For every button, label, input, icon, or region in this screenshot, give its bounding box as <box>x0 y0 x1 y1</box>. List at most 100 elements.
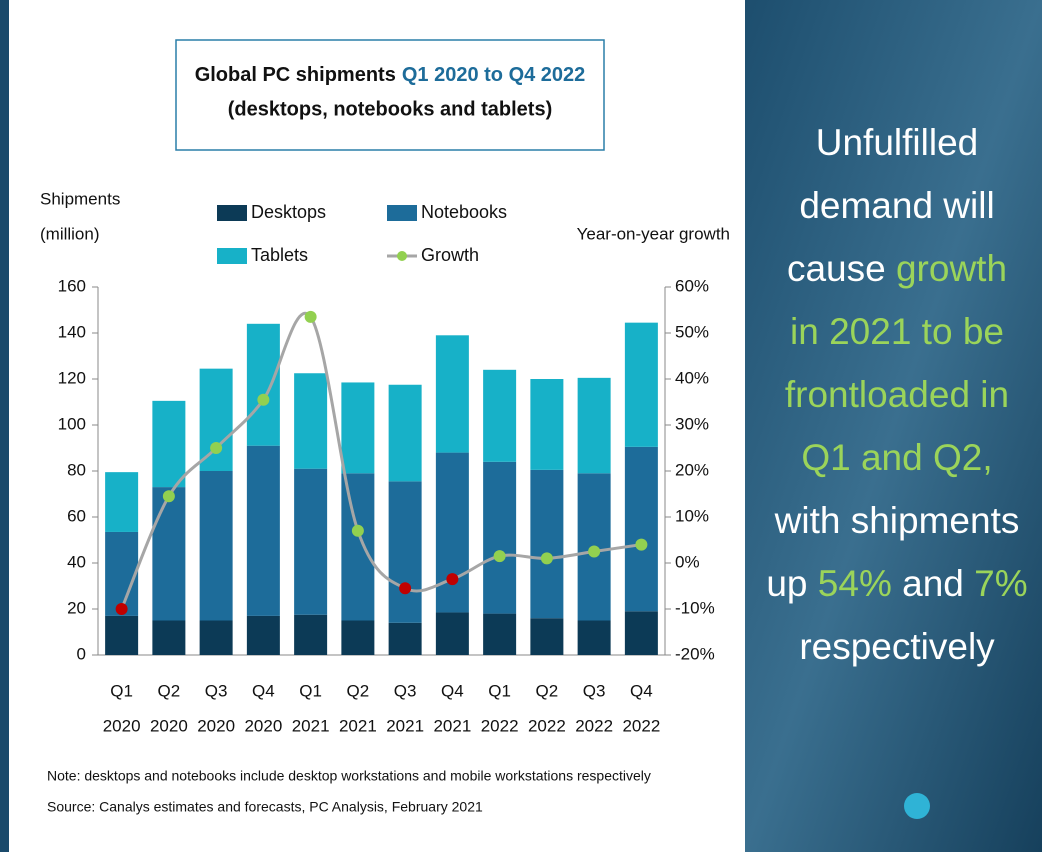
bar <box>341 473 375 621</box>
bar <box>577 620 611 655</box>
panel-text: growth <box>896 248 1007 289</box>
bar <box>294 373 328 469</box>
growth-point <box>210 442 223 454</box>
y2-tick-label: -10% <box>675 598 715 617</box>
bar <box>199 471 233 621</box>
x-tick-label: Q2 <box>347 681 370 700</box>
panel-line: respectively <box>799 626 995 667</box>
x-tick-label: Q2 <box>158 681 181 700</box>
x-tick-label: 2021 <box>433 716 471 735</box>
y-tick-label: 160 <box>58 276 86 295</box>
panel-line: Unfulfilled <box>816 122 978 163</box>
bar <box>530 469 564 619</box>
growth-point <box>304 310 317 323</box>
chart-title: Global PC shipments Q1 2020 to Q4 2022 <box>195 64 586 86</box>
x-tick-label: Q3 <box>394 681 417 700</box>
y2-tick-label: -20% <box>675 644 715 663</box>
y2-tick-label: 0% <box>675 552 700 571</box>
bar <box>388 481 422 623</box>
x-tick-label: 2021 <box>292 716 330 735</box>
panel-text: and <box>892 563 974 604</box>
y-axis-label: (million) <box>40 224 100 243</box>
bar <box>294 468 328 615</box>
growth-point <box>351 524 364 537</box>
title-main: Global PC shipments <box>195 64 396 86</box>
legend-label: Growth <box>421 245 479 265</box>
x-tick-label: 2022 <box>528 716 566 735</box>
panel-text: with shipments <box>774 500 1020 541</box>
growth-point <box>493 550 506 563</box>
side-panel <box>745 0 1042 852</box>
y2-tick-label: 50% <box>675 322 709 341</box>
y2-tick-label: 10% <box>675 506 709 525</box>
bar <box>294 614 328 655</box>
bar <box>435 612 469 655</box>
x-tick-label: Q1 <box>488 681 511 700</box>
panel-text: in 2021 to be <box>790 311 1004 352</box>
bar <box>105 472 139 532</box>
legend-marker <box>397 251 407 261</box>
y-tick-label: 20 <box>67 598 86 617</box>
growth-point <box>257 393 270 406</box>
panel-line: in 2021 to be <box>790 311 1004 352</box>
bar <box>246 323 280 446</box>
x-tick-label: 2020 <box>103 716 141 735</box>
note: Note: desktops and notebooks include des… <box>47 768 651 784</box>
panel-text: up <box>766 563 817 604</box>
chart-subtitle: (desktops, notebooks and tablets) <box>228 98 552 120</box>
panel-text: 7% <box>974 563 1027 604</box>
x-tick-label: Q4 <box>252 681 275 700</box>
bar <box>341 382 375 474</box>
panel-line: demand will <box>799 185 994 226</box>
note: Source: Canalys estimates and forecasts,… <box>47 799 483 815</box>
panel-line: cause growth <box>787 248 1007 289</box>
y-tick-label: 40 <box>67 552 86 571</box>
bar <box>199 620 233 655</box>
growth-point <box>399 582 412 595</box>
panel-line: frontloaded in <box>785 374 1009 415</box>
bar <box>152 487 186 621</box>
legend-swatch <box>217 248 247 264</box>
bar <box>435 452 469 613</box>
title-box <box>175 39 605 151</box>
bar <box>483 613 517 655</box>
y-tick-label: 60 <box>67 506 86 525</box>
x-tick-label: Q2 <box>536 681 559 700</box>
bar <box>530 379 564 470</box>
bar <box>577 377 611 474</box>
bar <box>246 445 280 616</box>
bar <box>530 618 564 655</box>
x-tick-label: 2020 <box>244 716 282 735</box>
bar <box>435 335 469 453</box>
bar <box>624 322 658 447</box>
y2-tick-label: 60% <box>675 276 709 295</box>
bar <box>152 400 186 488</box>
legend-label: Notebooks <box>421 202 507 222</box>
x-tick-label: 2022 <box>622 716 660 735</box>
legend-swatch <box>387 205 417 221</box>
x-tick-label: Q4 <box>630 681 653 700</box>
x-tick-label: Q3 <box>583 681 606 700</box>
panel-line: Q1 and Q2, <box>801 437 992 478</box>
bar <box>199 368 233 471</box>
legend-label: Desktops <box>251 202 326 222</box>
bar <box>105 531 139 616</box>
growth-point <box>446 573 459 586</box>
bar <box>246 615 280 655</box>
bar <box>152 620 186 655</box>
panel-text: frontloaded in <box>785 374 1009 415</box>
y2-axis-label: Year-on-year growth <box>577 224 730 243</box>
growth-point <box>540 552 553 565</box>
y-tick-label: 100 <box>58 414 86 433</box>
x-tick-label: 2022 <box>481 716 519 735</box>
x-tick-label: 2022 <box>575 716 613 735</box>
y-axis-label: Shipments <box>40 189 120 208</box>
panel-text: cause <box>787 248 896 289</box>
panel-text: Q1 and Q2, <box>801 437 992 478</box>
bar <box>388 622 422 655</box>
x-tick-label: 2020 <box>197 716 235 735</box>
x-tick-label: 2021 <box>339 716 377 735</box>
growth-line <box>120 312 642 610</box>
